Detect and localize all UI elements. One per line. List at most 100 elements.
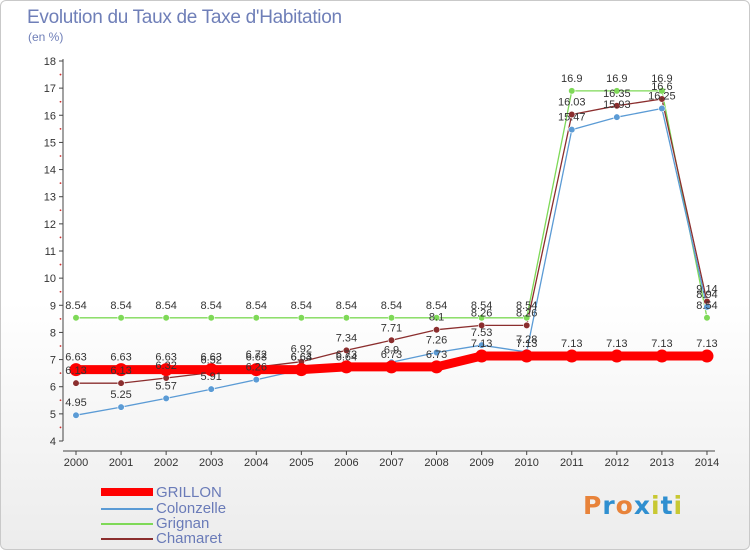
data-label-colonzelle: 5.57 bbox=[155, 380, 176, 392]
logo-letter: i bbox=[673, 491, 684, 520]
data-point-grignan bbox=[523, 314, 531, 322]
data-label-grillon: 7.13 bbox=[651, 338, 672, 350]
data-point-grillon bbox=[655, 349, 669, 363]
data-label-chamaret: 6.13 bbox=[110, 365, 131, 377]
data-label-chamaret: 16.6 bbox=[651, 81, 672, 93]
data-label-colonzelle: 7.26 bbox=[426, 335, 447, 347]
data-point-chamaret bbox=[117, 379, 125, 387]
legend-swatch-chamaret bbox=[101, 538, 153, 540]
data-label-colonzelle: 5.25 bbox=[110, 389, 131, 401]
data-point-chamaret bbox=[387, 336, 396, 344]
data-point-chamaret bbox=[658, 95, 666, 103]
y-minor-tick bbox=[59, 426, 62, 429]
data-point-grillon bbox=[700, 349, 714, 363]
proxiti-logo: Proxiti bbox=[583, 491, 683, 520]
data-point-grignan bbox=[703, 314, 711, 322]
data-point-grignan bbox=[207, 314, 215, 322]
legend-item-grignan[interactable]: Grignan bbox=[101, 515, 301, 532]
legend-swatch-grillon bbox=[101, 488, 153, 496]
data-label-grillon: 6.63 bbox=[246, 352, 267, 364]
data-point-grillon bbox=[294, 363, 308, 377]
x-tick-label: 2012 bbox=[605, 457, 629, 469]
data-label-chamaret: 7.34 bbox=[336, 332, 357, 344]
data-label-chamaret: 6.52 bbox=[200, 355, 221, 367]
data-label-colonzelle: 5.91 bbox=[200, 371, 221, 383]
data-point-colonzelle bbox=[72, 411, 80, 419]
data-point-grignan bbox=[478, 314, 486, 322]
data-label-chamaret: 6.32 bbox=[155, 360, 176, 372]
x-tick-label: 2004 bbox=[244, 457, 268, 469]
y-minor-tick bbox=[59, 155, 62, 157]
data-label-grignan: 8.54 bbox=[110, 300, 131, 312]
y-tick-label: 16 bbox=[44, 110, 56, 122]
y-tick-label: 7 bbox=[50, 355, 56, 367]
data-label-colonzelle: 6.64 bbox=[336, 351, 357, 363]
data-point-grignan bbox=[117, 314, 125, 322]
x-tick-label: 2007 bbox=[379, 457, 403, 469]
y-minor-tick bbox=[59, 290, 62, 293]
data-label-grignan: 8.54 bbox=[291, 300, 312, 312]
data-label-grignan: 8.54 bbox=[200, 300, 221, 312]
y-tick-label: 11 bbox=[45, 246, 56, 258]
data-point-grillon bbox=[384, 360, 398, 374]
data-point-chamaret bbox=[432, 326, 441, 334]
y-minor-tick bbox=[59, 182, 62, 185]
data-label-colonzelle: 8.94 bbox=[696, 289, 717, 301]
y-minor-tick bbox=[59, 127, 62, 130]
data-label-grignan: 8.54 bbox=[381, 300, 402, 312]
logo-letter: i bbox=[651, 491, 661, 520]
legend-item-colonzelle[interactable]: Colonzelle bbox=[101, 500, 301, 517]
data-label-chamaret: 6.92 bbox=[291, 344, 312, 356]
y-tick-label: 14 bbox=[44, 165, 56, 177]
y-tick-label: 9 bbox=[50, 300, 56, 312]
x-tick-label: 2003 bbox=[199, 457, 223, 469]
legend-label: Chamaret bbox=[156, 530, 222, 547]
data-point-grignan bbox=[613, 87, 621, 95]
y-minor-tick bbox=[59, 399, 62, 402]
y-minor-tick bbox=[59, 209, 62, 212]
y-tick-label: 8 bbox=[50, 327, 56, 339]
data-label-grillon: 6.73 bbox=[426, 349, 447, 361]
data-point-chamaret bbox=[72, 379, 80, 387]
data-label-grillon: 6.73 bbox=[336, 349, 357, 361]
data-label-chamaret: 9.14 bbox=[696, 283, 717, 295]
data-point-colonzelle bbox=[658, 104, 666, 113]
y-tick-label: 6 bbox=[50, 382, 56, 394]
y-minor-tick bbox=[59, 100, 62, 103]
data-point-grillon bbox=[565, 349, 579, 363]
data-label-grignan: 16.9 bbox=[561, 73, 582, 85]
data-point-grignan bbox=[162, 314, 170, 322]
logo-letter: r bbox=[602, 491, 616, 520]
x-tick-label: 2011 bbox=[560, 457, 584, 469]
legend-item-grillon[interactable]: GRILLON bbox=[101, 484, 301, 501]
series-points bbox=[69, 87, 714, 419]
data-label-grignan: 8.54 bbox=[155, 300, 176, 312]
data-label-grillon: 7.13 bbox=[471, 338, 492, 350]
y-minor-tick bbox=[59, 263, 62, 266]
y-tick-label: 13 bbox=[44, 192, 56, 204]
y-minor-tick bbox=[59, 345, 62, 347]
x-tick-label: 2010 bbox=[514, 457, 538, 469]
data-point-colonzelle bbox=[568, 126, 576, 134]
data-label-colonzelle: 6.9 bbox=[384, 344, 399, 356]
x-tick-label: 2009 bbox=[469, 457, 493, 469]
data-label-grillon: 6.63 bbox=[155, 352, 176, 364]
data-point-grillon bbox=[114, 363, 128, 377]
data-label-colonzelle: 7.28 bbox=[516, 334, 537, 346]
y-tick-label: 18 bbox=[44, 56, 56, 68]
data-point-chamaret bbox=[478, 321, 486, 329]
legend-swatch-grignan bbox=[101, 523, 153, 525]
data-point-grignan bbox=[297, 314, 305, 322]
x-tick-label: 2001 bbox=[109, 457, 133, 469]
data-label-grignan: 8.54 bbox=[65, 300, 86, 312]
data-label-chamaret: 7.71 bbox=[381, 322, 402, 334]
data-label-colonzelle: 4.95 bbox=[65, 397, 86, 409]
legend-label: GRILLON bbox=[156, 484, 222, 501]
legend-item-chamaret[interactable]: Chamaret bbox=[101, 530, 301, 547]
data-point-colonzelle bbox=[207, 385, 215, 393]
data-point-chamaret bbox=[342, 346, 351, 354]
data-point-colonzelle bbox=[432, 348, 441, 357]
data-point-chamaret bbox=[523, 321, 531, 329]
data-label-grillon: 7.13 bbox=[696, 338, 717, 350]
